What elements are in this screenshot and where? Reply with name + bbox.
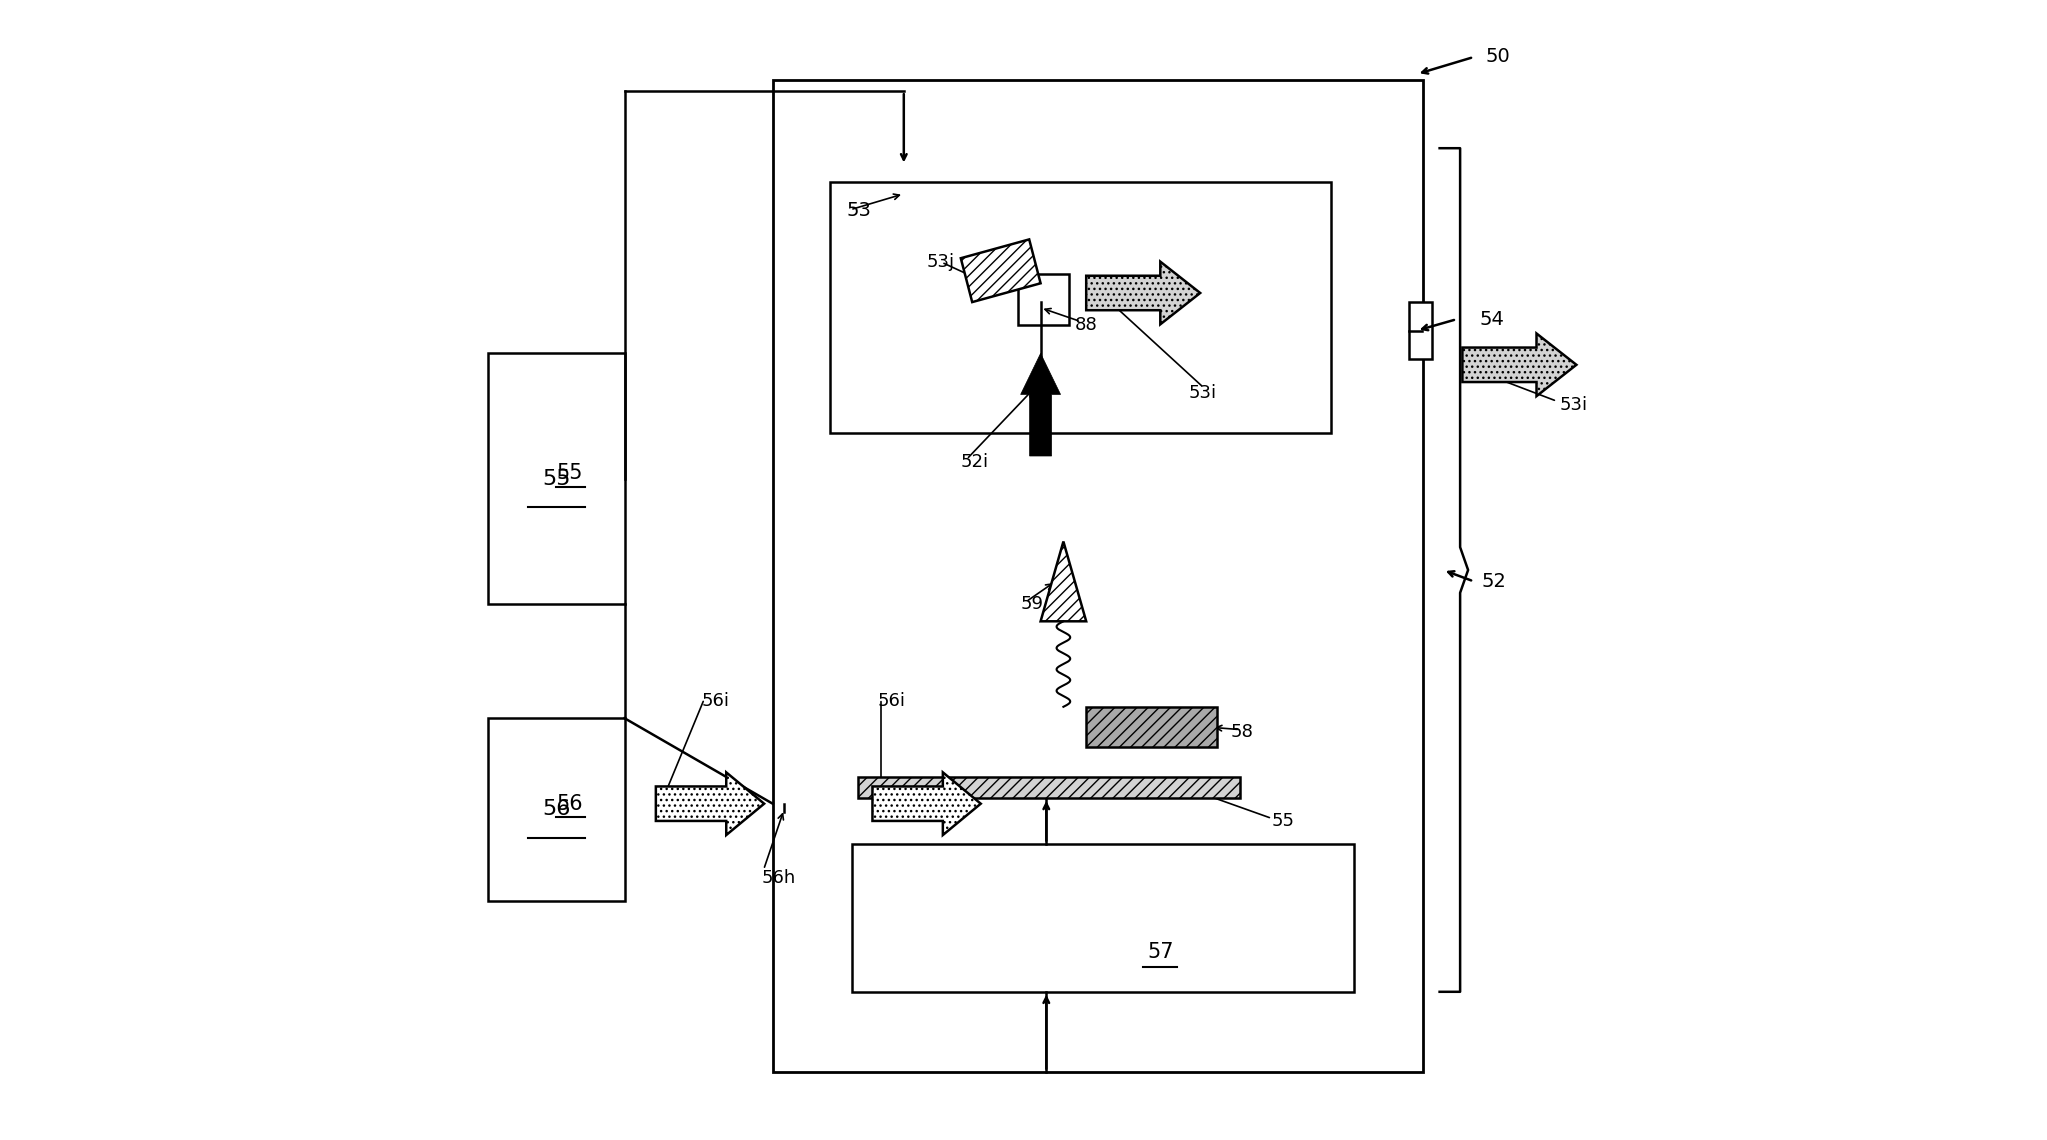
Polygon shape	[1040, 542, 1087, 621]
Polygon shape	[1087, 261, 1200, 324]
Text: 50: 50	[1486, 48, 1511, 66]
Text: 53i: 53i	[1560, 396, 1586, 414]
Bar	[829, 182, 1331, 433]
Bar	[852, 844, 1355, 992]
Text: 56: 56	[542, 799, 571, 820]
Text: 56i: 56i	[702, 692, 731, 710]
Text: 56h: 56h	[761, 869, 796, 887]
Text: 52i: 52i	[960, 453, 989, 471]
Bar	[1408, 302, 1431, 359]
Polygon shape	[655, 773, 764, 834]
Text: 56: 56	[557, 793, 583, 814]
Text: 55: 55	[542, 469, 571, 489]
Polygon shape	[1021, 353, 1060, 456]
Text: 55: 55	[557, 463, 583, 483]
Text: 53j: 53j	[927, 253, 954, 271]
Bar	[487, 718, 624, 901]
Polygon shape	[960, 239, 1040, 302]
Text: 58: 58	[1230, 723, 1255, 741]
Text: 59: 59	[1019, 595, 1044, 613]
Text: 57: 57	[1146, 942, 1173, 962]
Bar	[772, 80, 1423, 1072]
Text: 56i: 56i	[878, 692, 905, 710]
Bar	[487, 353, 624, 604]
Text: 54: 54	[1480, 310, 1505, 328]
Polygon shape	[872, 773, 981, 834]
Bar	[1017, 274, 1069, 325]
Text: 88: 88	[1075, 316, 1097, 334]
Polygon shape	[1462, 333, 1576, 396]
Bar	[858, 777, 1240, 798]
Bar	[1087, 707, 1218, 747]
Text: 53: 53	[847, 202, 872, 220]
Text: 53i: 53i	[1189, 384, 1216, 402]
Text: 55: 55	[1271, 812, 1296, 830]
Text: 52: 52	[1482, 572, 1507, 591]
